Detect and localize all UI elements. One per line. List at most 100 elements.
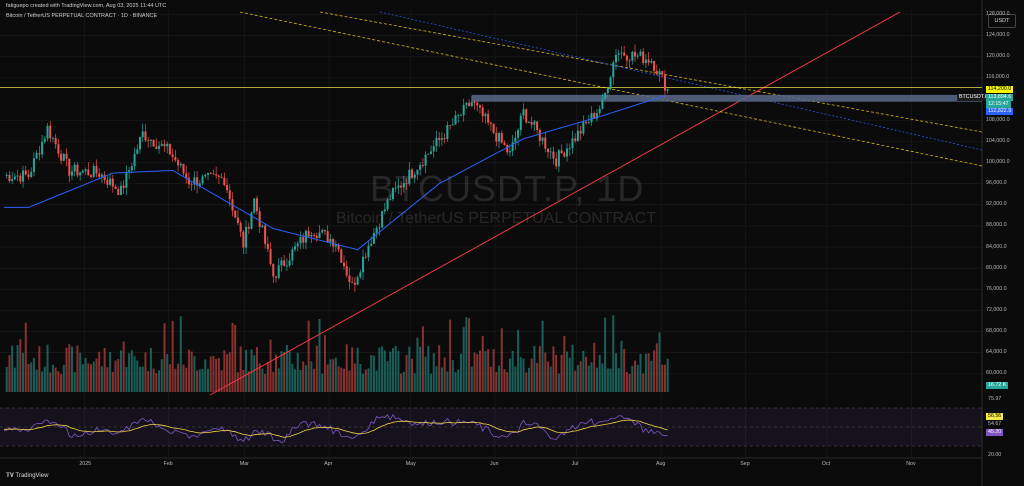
volume-bar [51,364,54,392]
volume-bar [519,357,522,392]
candle-body [391,187,394,200]
candle-body [362,256,365,273]
candle-body [506,144,509,153]
volume-bar [166,354,169,392]
candle-body [424,154,427,166]
candle-body [473,101,476,103]
candle-body [557,150,560,167]
volume-bar [57,371,60,392]
time-axis-label: Nov [906,461,916,467]
volume-bar [593,342,596,392]
candle-body [43,138,46,142]
candle-body [190,184,193,186]
volume-bar [495,371,498,392]
candle-body [209,173,212,174]
candle-body [666,89,669,91]
volume-bar [476,354,479,392]
volume-bar [155,373,158,392]
candle-body [623,52,626,56]
candle-body [258,211,261,228]
volume-bar [663,364,666,392]
candle-body [5,174,8,176]
volume-bar [16,345,19,392]
candle-body [601,98,604,109]
volume-bars [5,315,669,392]
candle-body [604,92,607,99]
candle-body [141,131,144,138]
volume-bar [144,352,147,392]
volume-bar [644,353,647,392]
time-axis-label: Feb [163,461,173,467]
rsi-value-tag: 45.20 [986,429,1004,436]
candle-body [84,169,87,171]
candle-body [22,170,25,182]
candle-body [413,174,416,178]
candle-body [644,59,647,64]
volume-bar [631,365,634,392]
candle-body [435,137,438,147]
volume-bar [329,359,332,392]
volume-bar [576,364,579,392]
volume-bar [272,371,275,392]
volume-bar [30,362,33,392]
candle-body [299,237,302,244]
volume-bar [215,358,218,392]
volume-bar [245,349,248,392]
candle-body [538,129,541,141]
time-axis-label: 2025 [79,461,92,467]
volume-bar [207,368,209,392]
candle-body [144,131,147,141]
candle-body [552,151,555,159]
volume-bar [318,319,321,392]
volume-bar [530,358,533,392]
volume-bar [416,337,419,392]
volume-bar [242,369,245,392]
candle-body [98,173,101,177]
candle-body [609,77,612,89]
candle-body [177,160,180,166]
volume-bar [250,349,253,392]
volume-bar [315,345,318,392]
candle-body [544,137,547,149]
candle-body [24,170,27,175]
candle-body [73,164,76,172]
candle-body [323,229,326,232]
price-axis-label: 76,000.0 [986,285,1007,292]
price-axis-label: 128,000.0 [986,11,1010,18]
volume-bar [489,366,492,392]
price-axis-label: 88,000.0 [986,222,1007,229]
candle-body [288,260,291,266]
volume-bar [598,354,601,392]
candle-body [590,113,593,123]
candles [5,44,669,292]
volume-bar [288,351,291,392]
candle-body [119,185,122,196]
volume-bar [337,366,340,392]
volume-bar [432,353,435,392]
volume-bar [585,356,588,392]
price-axis-label: 124,000.0 [986,32,1010,39]
volume-bar [413,373,416,392]
volume-bar [117,359,120,392]
candle-body [628,60,631,62]
volume-bar [557,373,560,392]
candle-body [617,53,620,55]
volume-bar [468,318,471,392]
candle-body [340,249,343,263]
volume-bar [133,356,136,392]
candle-body [242,231,245,248]
volume-bar [353,363,356,392]
candle-body [318,232,321,239]
volume-bar [149,347,152,392]
candle-body [51,137,54,139]
candle-body [234,210,237,218]
candle-body [653,60,656,71]
volume-bar [375,370,378,392]
currency-button[interactable]: USDT [988,14,1016,28]
volume-bar [533,346,536,392]
volume-bar [391,348,394,392]
candle-body [81,170,84,173]
candle-body [27,174,30,177]
candle-body [253,198,256,213]
